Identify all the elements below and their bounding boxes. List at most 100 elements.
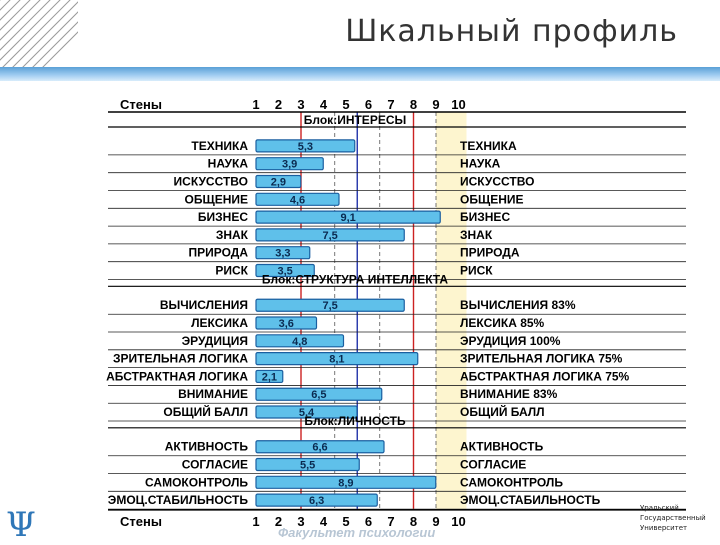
row-label-left: САМОКОНТРОЛЬ xyxy=(145,475,248,489)
slide-title: Шкальный профиль xyxy=(345,14,678,49)
score-bar xyxy=(255,174,302,189)
row-label-right: АКТИВНОСТЬ xyxy=(460,440,544,454)
row-label-right: НАУКА xyxy=(460,157,501,171)
tick-label-top: 2 xyxy=(275,97,282,112)
tick-label-top: 6 xyxy=(365,97,372,112)
score-bar xyxy=(255,457,360,472)
bar-value-label: 3,5 xyxy=(277,266,292,278)
tick-label-top: 5 xyxy=(342,97,349,112)
score-bar xyxy=(255,387,383,401)
score-bar xyxy=(255,440,385,454)
tick-label-bottom: 9 xyxy=(432,514,439,529)
score-bar xyxy=(255,139,356,153)
bar-value-label: 4,8 xyxy=(292,336,307,348)
tick-label-top: 9 xyxy=(432,97,439,112)
tick-label-top: 4 xyxy=(320,97,328,112)
tick-label-top: 3 xyxy=(297,97,304,112)
score-bar xyxy=(255,352,419,366)
bar-value-label: 5,3 xyxy=(298,141,313,153)
row-label-right: ИСКУССТВО xyxy=(460,175,534,189)
header-bar xyxy=(0,67,720,81)
university-logo-line: Государственный xyxy=(640,514,706,522)
score-bar xyxy=(255,475,437,489)
tick-label-bottom: 6 xyxy=(365,514,372,529)
row-label-left: ТЕХНИКА xyxy=(191,139,248,153)
row-label-left: ОБЩЕНИЕ xyxy=(185,192,249,206)
tick-label-bottom: 7 xyxy=(387,514,394,529)
bar-value-label: 7,5 xyxy=(322,230,337,242)
bar-value-label: 2,9 xyxy=(271,177,286,189)
bar-value-label: 8,1 xyxy=(329,354,344,366)
university-logo-line: Уральский xyxy=(640,504,679,512)
block-header: Блок:ЛИЧНОСТЬ xyxy=(304,414,406,428)
score-bar xyxy=(255,192,340,206)
bar-value-label: 5,4 xyxy=(299,407,315,419)
tick-label-bottom: 5 xyxy=(342,514,349,529)
row-label-right: ОБЩЕНИЕ xyxy=(460,192,524,206)
row-label-left: СОГЛАСИЕ xyxy=(182,458,248,472)
row-label-right: РИСК xyxy=(460,264,493,278)
score-bar xyxy=(255,157,324,171)
row-label-left: ЭРУДИЦИЯ xyxy=(182,334,248,348)
row-label-right: ЭРУДИЦИЯ 100% xyxy=(460,334,561,348)
row-label-left: ВНИМАНИЕ xyxy=(178,387,248,401)
block-header: Блок:СТРУКТУРА ИНТЕЛЛЕКТА xyxy=(262,272,448,286)
row-label-left: ЭМОЦ.СТАБИЛЬНОСТЬ xyxy=(108,493,249,507)
bar-value-label: 9,1 xyxy=(340,212,355,224)
tick-label-bottom: 4 xyxy=(320,514,328,529)
psi-logo-icon: Ψ xyxy=(6,505,36,545)
tick-label-top: 8 xyxy=(410,97,417,112)
score-bar xyxy=(255,334,345,348)
score-bar xyxy=(255,246,311,260)
bar-value-label: 3,9 xyxy=(282,159,297,171)
row-label-left: ВЫЧИСЛЕНИЯ xyxy=(160,298,248,312)
row-label-right: ЗРИТЕЛЬНАЯ ЛОГИКА 75% xyxy=(460,352,623,366)
row-label-right: СОГЛАСИЕ xyxy=(460,458,526,472)
tick-label-bottom: 1 xyxy=(252,514,259,529)
row-label-right: ПРИРОДА xyxy=(460,246,520,260)
bar-value-label: 6,6 xyxy=(312,442,327,454)
row-label-left: БИЗНЕС xyxy=(198,210,248,224)
bar-value-label: 8,9 xyxy=(338,477,353,489)
row-label-right: ВНИМАНИЕ 83% xyxy=(460,387,558,401)
row-label-left: ИСКУССТВО xyxy=(174,175,248,189)
tick-label-bottom: 2 xyxy=(275,514,282,529)
tick-label-bottom: 8 xyxy=(410,514,417,529)
bar-value-label: 3,6 xyxy=(279,318,294,330)
row-label-left: ЗРИТЕЛЬНАЯ ЛОГИКА xyxy=(113,352,248,366)
row-label-right: ЭМОЦ.СТАБИЛЬНОСТЬ xyxy=(460,493,601,507)
row-label-right: ЛЕКСИКА 85% xyxy=(460,316,545,330)
row-label-left: АКТИВНОСТЬ xyxy=(165,440,249,454)
bar-value-label: 3,3 xyxy=(275,248,290,260)
score-bar xyxy=(255,369,284,384)
score-bar xyxy=(255,210,441,224)
tick-label-bottom: 3 xyxy=(297,514,304,529)
axis-label-bottom: Стены xyxy=(120,514,162,529)
row-label-right: ЗНАК xyxy=(460,228,493,242)
score-bar xyxy=(255,316,318,330)
block-header: Блок:ИНТЕРЕСЫ xyxy=(304,113,406,127)
header-decoration xyxy=(0,0,78,80)
university-logo: Уральский Государственный Университет xyxy=(640,503,718,533)
row-label-left: АБСТРАКТНАЯ ЛОГИКА xyxy=(106,369,248,383)
score-bar xyxy=(255,493,378,507)
tick-label-top: 7 xyxy=(387,97,394,112)
bar-value-label: 6,5 xyxy=(311,389,326,401)
score-bar xyxy=(255,263,315,278)
bar-value-label: 7,5 xyxy=(322,300,337,312)
highlight-band xyxy=(436,112,467,509)
tick-label-top: 1 xyxy=(252,97,259,112)
row-label-left: ОБЩИЙ БАЛЛ xyxy=(163,404,248,419)
bar-value-label: 2,1 xyxy=(262,371,277,383)
university-logo-line: Университет xyxy=(640,524,688,532)
score-bar xyxy=(255,228,405,242)
row-label-left: ЛЕКСИКА xyxy=(191,316,248,330)
row-label-left: НАУКА xyxy=(208,157,249,171)
row-label-left: РИСК xyxy=(215,264,248,278)
row-label-right: АБСТРАКТНАЯ ЛОГИКА 75% xyxy=(460,369,630,383)
row-label-right: ВЫЧИСЛЕНИЯ 83% xyxy=(460,298,576,312)
score-bar xyxy=(255,405,358,419)
score-bar xyxy=(255,298,405,312)
footer-faculty: Факультет психологии xyxy=(278,525,436,540)
